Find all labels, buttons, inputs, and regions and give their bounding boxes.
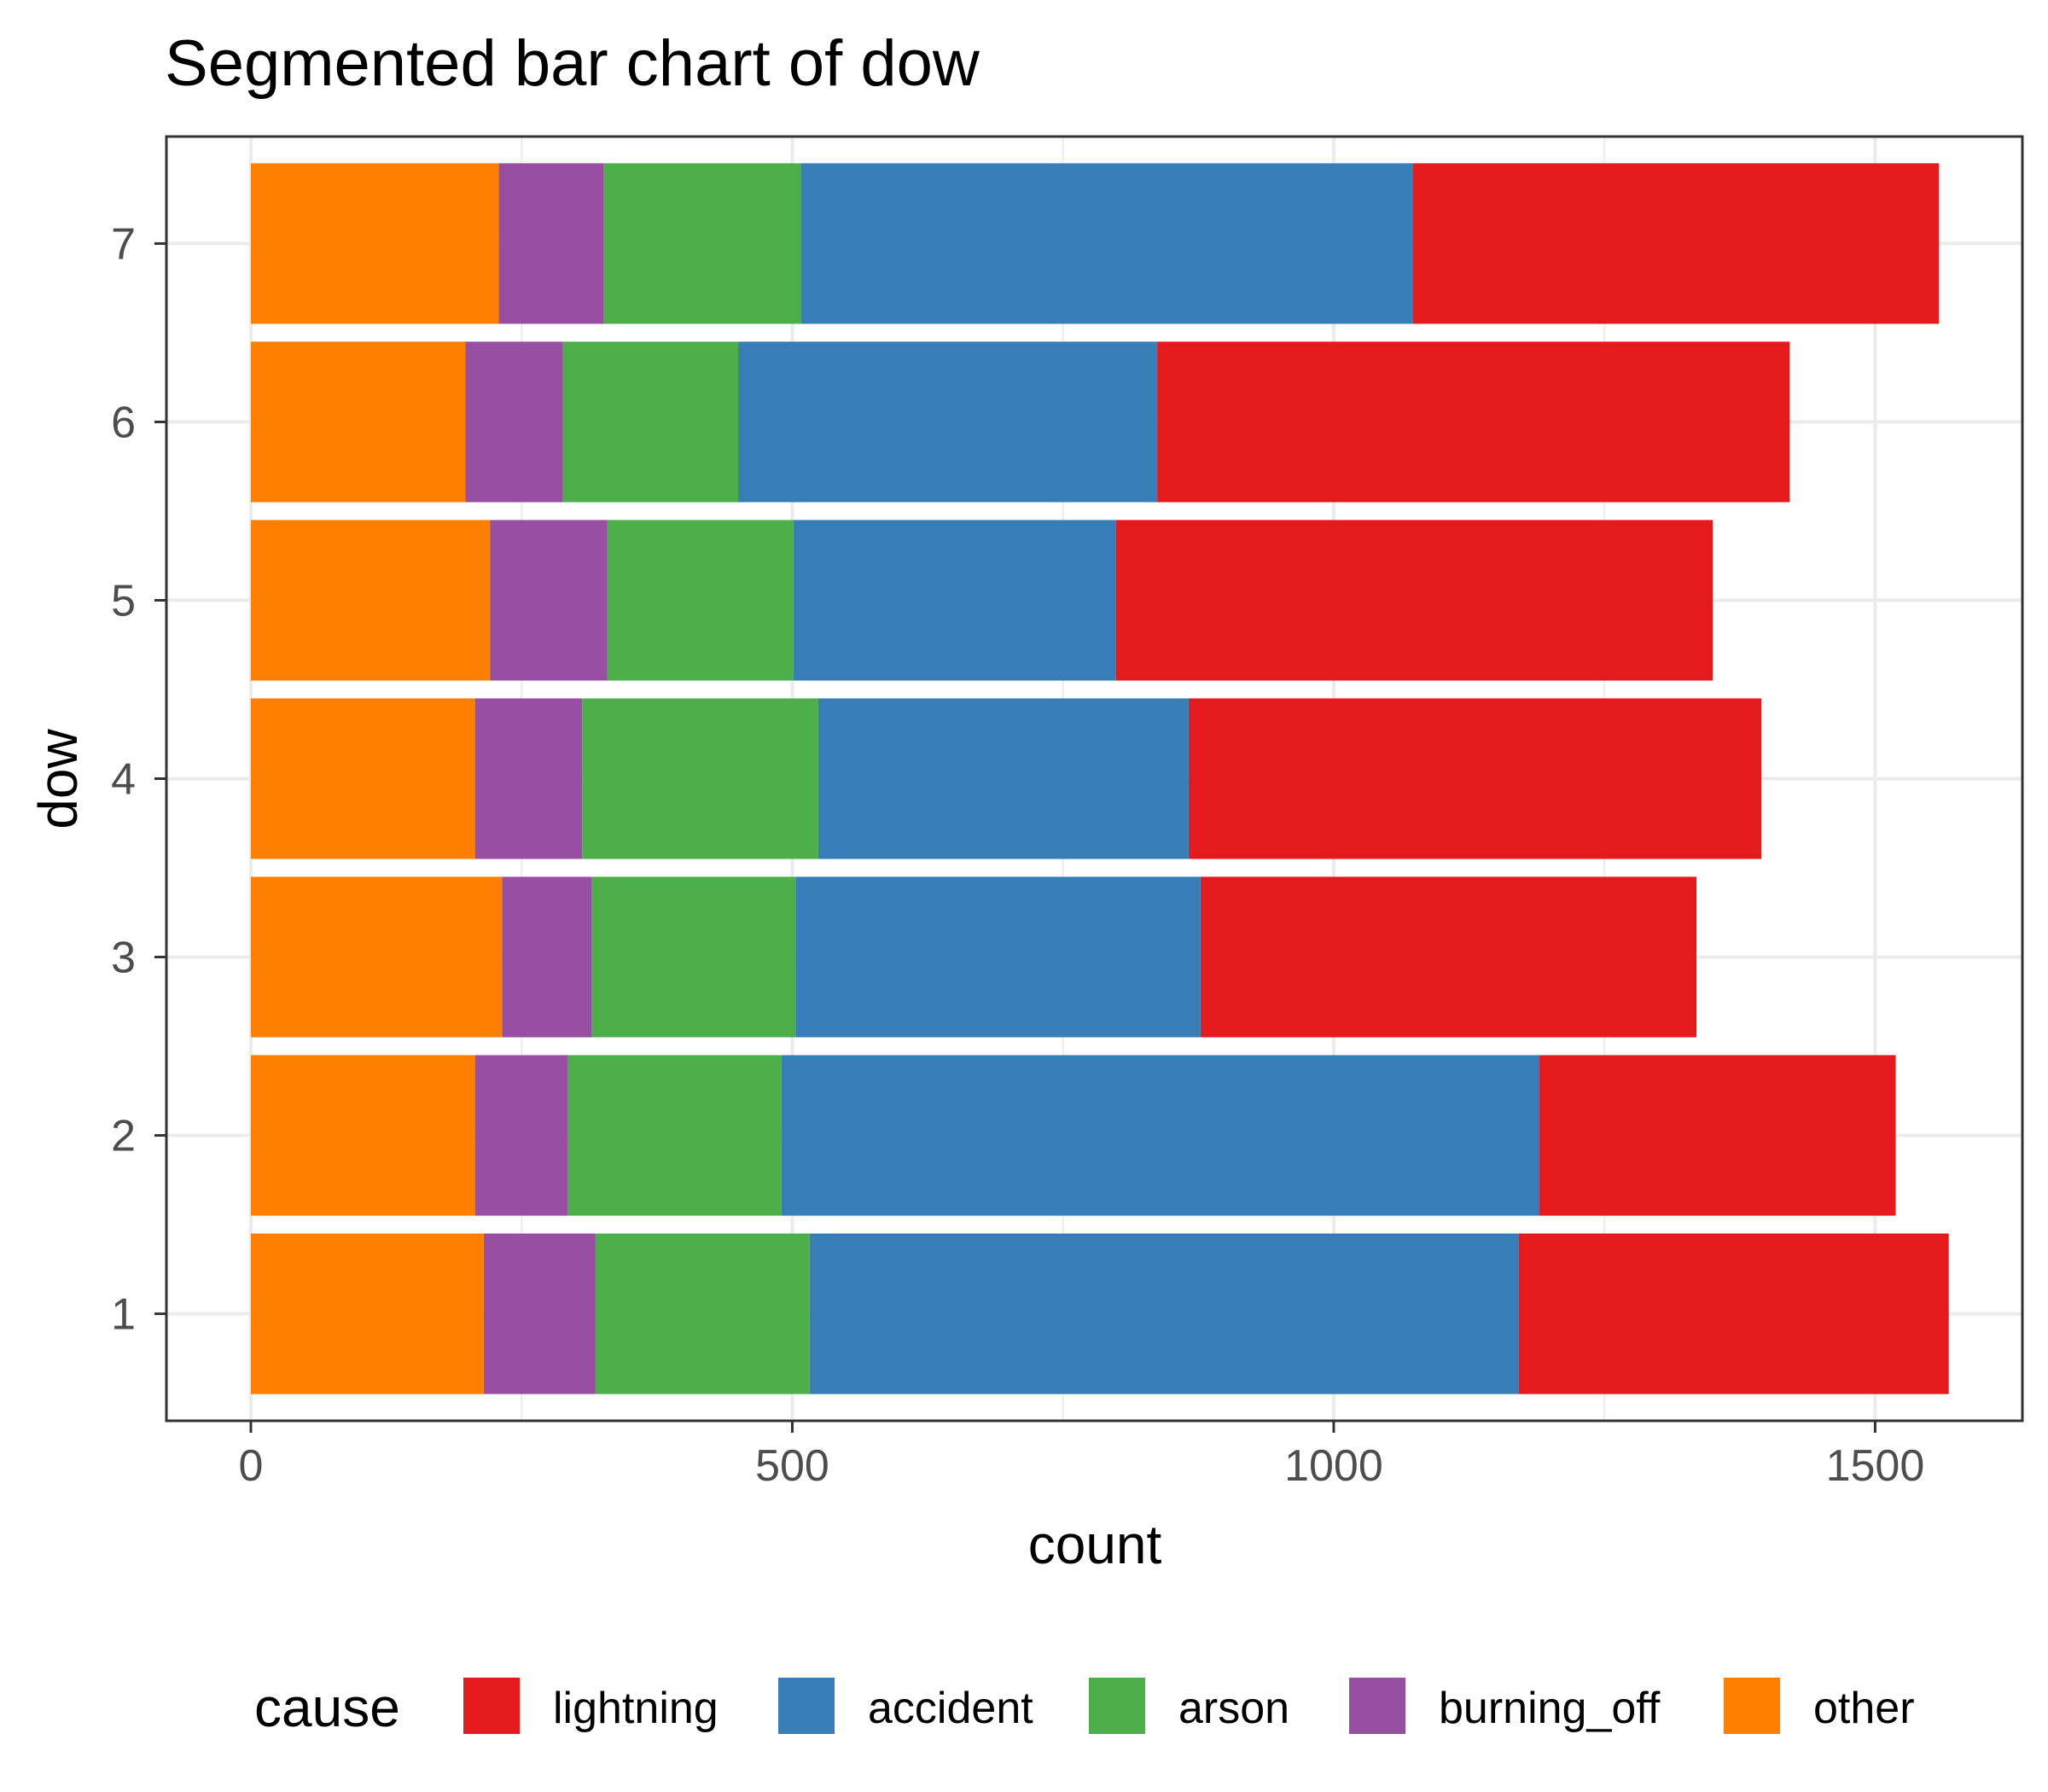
x-tick-label: 1000 (1284, 1441, 1383, 1491)
bar-segment-arson-dow-2 (567, 1055, 782, 1216)
legend-label-lightning: lightning (553, 1684, 719, 1733)
bar-segment-burning_off-dow-1 (483, 1233, 596, 1394)
bar-segment-burning_off-dow-7 (498, 163, 604, 324)
y-tick-label: 3 (111, 934, 136, 983)
bar-segment-arson-dow-7 (603, 163, 801, 324)
legend-label-burning_off: burning_off (1439, 1684, 1661, 1733)
bar-segment-accident-dow-2 (781, 1055, 1540, 1216)
x-axis-title: count (1028, 1514, 1162, 1575)
y-axis-title: dow (27, 729, 89, 829)
bar-segment-arson-dow-1 (595, 1233, 810, 1394)
y-tick-label: 7 (111, 219, 136, 269)
bar-segment-other-dow-5 (250, 520, 491, 681)
y-tick-label: 1 (111, 1290, 136, 1340)
y-tick-label: 6 (111, 398, 136, 447)
bar-segment-lightning-dow-1 (1518, 1233, 1949, 1394)
bar-segment-accident-dow-4 (817, 698, 1189, 859)
bar-segment-other-dow-7 (250, 163, 499, 324)
bar-segment-lightning-dow-5 (1115, 520, 1713, 681)
bar-segment-burning_off-dow-6 (465, 341, 563, 503)
legend-key-arson (1089, 1678, 1145, 1734)
x-tick-label: 1500 (1826, 1441, 1925, 1491)
bar-segment-accident-dow-3 (795, 876, 1201, 1038)
bar-segment-burning_off-dow-3 (502, 876, 592, 1038)
bar-segment-burning_off-dow-5 (490, 520, 608, 681)
bar-segment-arson-dow-5 (607, 520, 794, 681)
bar-segment-other-dow-6 (250, 341, 466, 503)
bar-segment-arson-dow-4 (582, 698, 818, 859)
legend-key-accident (778, 1678, 835, 1734)
bar-segment-burning_off-dow-2 (474, 1055, 568, 1216)
bar-segment-other-dow-3 (250, 876, 503, 1038)
bar-segment-lightning-dow-7 (1412, 163, 1940, 324)
bar-segment-burning_off-dow-4 (474, 698, 583, 859)
legend-key-lightning (463, 1678, 520, 1734)
y-tick-label: 2 (111, 1112, 136, 1161)
bar-segment-other-dow-2 (250, 1055, 475, 1216)
bars (250, 163, 1949, 1394)
legend-key-burning_off (1349, 1678, 1405, 1734)
bar-segment-accident-dow-6 (738, 341, 1158, 503)
x-tick-label: 500 (755, 1441, 829, 1491)
bar-segment-arson-dow-3 (591, 876, 796, 1038)
legend: cause lightning accident arson burning_off o… (254, 1677, 1915, 1738)
bar-segment-lightning-dow-2 (1539, 1055, 1896, 1216)
bar-segment-lightning-dow-3 (1200, 876, 1697, 1038)
bar-segment-arson-dow-6 (562, 341, 739, 503)
x-tick-label: 0 (239, 1441, 264, 1491)
legend-title: cause (254, 1677, 400, 1738)
legend-key-other (1724, 1678, 1780, 1734)
legend-label-accident: accident (868, 1684, 1033, 1733)
chart-title: Segmented bar chart of dow (165, 27, 980, 100)
legend-label-other: other (1813, 1684, 1915, 1733)
legend-label-arson: arson (1178, 1684, 1289, 1733)
bar-segment-other-dow-1 (250, 1233, 484, 1394)
bar-segment-other-dow-4 (250, 698, 475, 859)
bar-segment-lightning-dow-4 (1188, 698, 1762, 859)
y-tick-label: 4 (111, 755, 136, 805)
bar-segment-accident-dow-5 (793, 520, 1116, 681)
bar-segment-lightning-dow-6 (1157, 341, 1790, 503)
bar-segment-accident-dow-7 (800, 163, 1413, 324)
bar-segment-accident-dow-1 (809, 1233, 1519, 1394)
y-tick-label: 5 (111, 576, 136, 625)
axes: 1 2 3 4 5 6 7 0 500 1000 1500 (111, 219, 1924, 1491)
